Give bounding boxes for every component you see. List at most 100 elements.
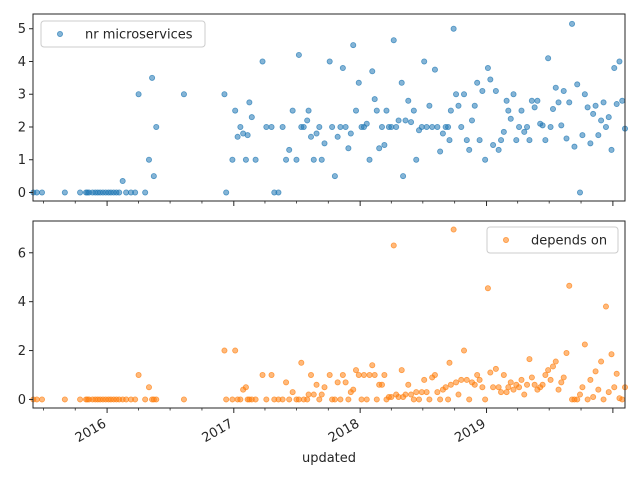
data-point (503, 97, 510, 104)
data-point (595, 386, 602, 393)
data-point (33, 396, 40, 403)
y-tick-label: 2 (18, 344, 26, 359)
data-point (437, 396, 444, 403)
data-point (539, 122, 546, 129)
data-point (180, 91, 187, 98)
data-point (363, 120, 370, 127)
data-point (313, 381, 320, 388)
data-point (149, 74, 156, 81)
data-point (492, 365, 499, 372)
data-point (455, 391, 462, 398)
data-point (413, 389, 420, 396)
data-point (498, 389, 505, 396)
data-point (390, 242, 397, 249)
data-point (563, 135, 570, 142)
data-point (461, 91, 468, 98)
data-point (390, 37, 397, 44)
data-point (310, 156, 317, 163)
data-point (402, 117, 409, 124)
data-point (326, 58, 333, 65)
data-point (398, 367, 405, 374)
data-point (598, 117, 605, 124)
data-point (479, 87, 486, 94)
data-point (413, 156, 420, 163)
data-point (352, 107, 359, 114)
data-point (410, 107, 417, 114)
data-point (482, 396, 489, 403)
y-tick-label: 2 (18, 120, 26, 135)
data-point (426, 102, 433, 109)
data-point (369, 68, 376, 75)
x-axis-label: updated (302, 451, 356, 466)
data-point (355, 371, 362, 378)
y-tick-label: 3 (18, 88, 26, 103)
legend-top: nr microservices (40, 20, 206, 48)
data-point (421, 376, 428, 383)
data-point (248, 114, 255, 121)
data-point (490, 384, 497, 391)
data-point (244, 132, 251, 139)
data-point (376, 145, 383, 152)
data-point (566, 99, 573, 106)
data-point (498, 137, 505, 144)
data-point (289, 389, 296, 396)
data-point (471, 381, 478, 388)
data-point (482, 156, 489, 163)
data-point (431, 66, 438, 73)
data-point (295, 396, 302, 403)
data-point (123, 396, 130, 403)
data-point (116, 189, 123, 196)
data-point (316, 123, 323, 130)
data-point (423, 389, 430, 396)
data-point (516, 123, 523, 130)
legend-bottom: depends on (486, 226, 619, 254)
data-point (492, 87, 499, 94)
data-point (516, 384, 523, 391)
data-point (463, 376, 470, 383)
data-point (542, 371, 549, 378)
data-point (381, 371, 388, 378)
data-point (142, 396, 149, 403)
data-point (592, 368, 599, 375)
data-point (555, 386, 562, 393)
data-point (39, 189, 46, 196)
scatter-points-depends-on (30, 226, 629, 403)
data-point (123, 189, 130, 196)
legend-marker-nr-microservices (57, 30, 64, 37)
data-point (293, 156, 300, 163)
data-point (558, 379, 565, 386)
data-point (321, 140, 328, 147)
data-point (619, 396, 626, 403)
legend-marker-depends-on (502, 236, 509, 243)
data-point (337, 123, 344, 130)
data-point (431, 371, 438, 378)
data-point (619, 97, 626, 104)
data-point (531, 104, 538, 111)
legend-label-nr-microservices: nr microservices (85, 28, 193, 43)
data-point (484, 65, 491, 72)
data-point (461, 347, 468, 354)
data-point (360, 371, 367, 378)
data-point (463, 137, 470, 144)
data-point (584, 104, 591, 111)
data-point (371, 371, 378, 378)
data-point (283, 156, 290, 163)
legend-box (40, 20, 206, 48)
data-point (395, 117, 402, 124)
data-point (495, 384, 502, 391)
data-point (474, 79, 481, 86)
data-point (232, 347, 239, 354)
data-point (542, 137, 549, 144)
data-point (458, 123, 465, 130)
data-point (289, 107, 296, 114)
data-point (466, 396, 473, 403)
data-point (439, 130, 446, 137)
data-point (613, 370, 620, 377)
data-point (307, 371, 314, 378)
data-point (310, 391, 317, 398)
data-point (510, 386, 517, 393)
data-point (345, 145, 352, 152)
data-point (378, 381, 385, 388)
data-point (223, 189, 230, 196)
data-point (587, 376, 594, 383)
